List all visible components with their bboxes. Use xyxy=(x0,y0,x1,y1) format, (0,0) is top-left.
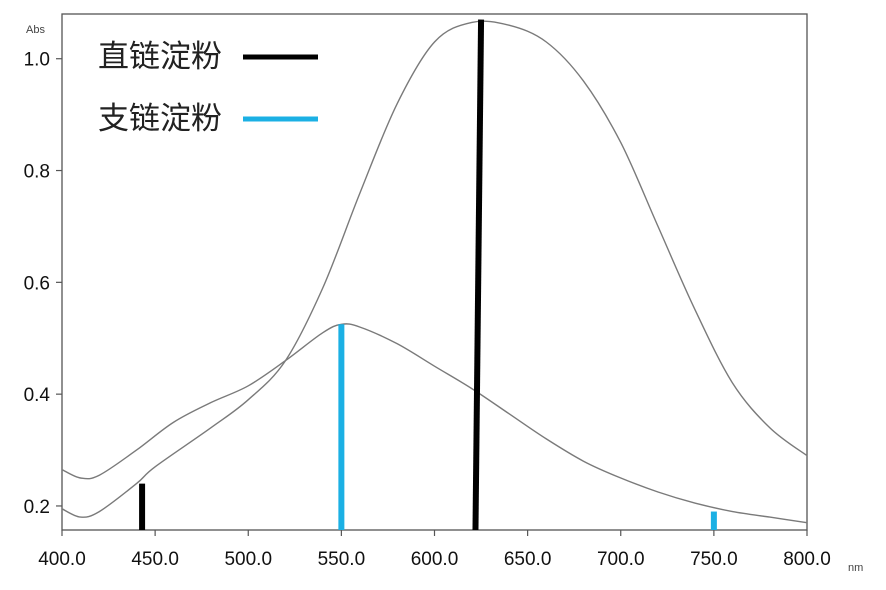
y-axis-ticks: 0.2 0.4 0.6 0.8 1.0 xyxy=(24,50,62,518)
x-axis-ticks: 400.0 450.0 500.0 550.0 600.0 650.0 700.0 750.0… xyxy=(38,530,831,570)
legend-label-amylose: 直链淀粉 xyxy=(98,39,222,75)
y-tick-label: 0.6 xyxy=(24,273,50,294)
curves xyxy=(61,20,808,524)
x-tick-label: 450.0 xyxy=(131,549,179,570)
series-line-1 xyxy=(61,20,808,518)
x-tick-label: 500.0 xyxy=(224,549,272,570)
y-tick-label: 1.0 xyxy=(24,50,50,71)
y-tick-label: 0.2 xyxy=(24,497,50,518)
legend: 直链淀粉 支链淀粉 xyxy=(98,39,318,137)
x-tick-label: 600.0 xyxy=(411,549,459,570)
y-tick-label: 0.8 xyxy=(24,162,50,183)
x-tick-label: 550.0 xyxy=(318,549,366,570)
legend-label-amylopectin: 支链淀粉 xyxy=(98,101,222,137)
y-axis-label: Abs xyxy=(26,24,45,36)
x-tick-label: 750.0 xyxy=(690,549,738,570)
peak-marker-3 xyxy=(472,19,485,531)
x-tick-label: 650.0 xyxy=(504,549,552,570)
x-tick-label: 700.0 xyxy=(597,549,645,570)
series-line-2 xyxy=(61,323,808,524)
y-tick-label: 0.4 xyxy=(24,385,51,406)
peak-markers xyxy=(139,19,717,531)
x-tick-label: 800.0 xyxy=(783,549,831,570)
plot-area-frame xyxy=(61,13,808,531)
x-tick-label: 400.0 xyxy=(38,549,86,570)
x-axis-label: nm xyxy=(848,562,863,574)
